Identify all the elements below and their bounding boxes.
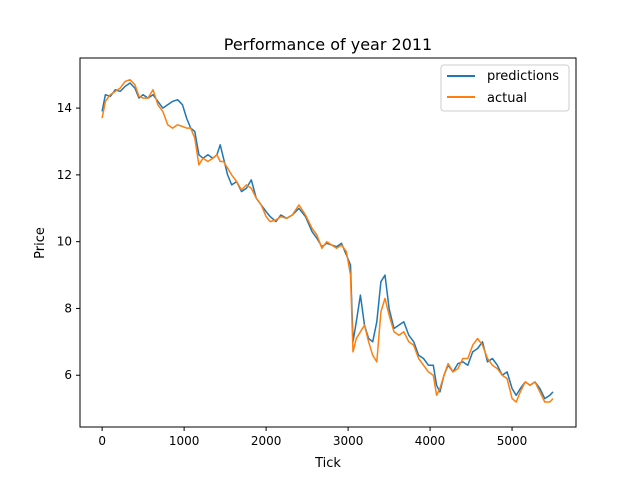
x-tick-label: 3000 xyxy=(333,434,364,448)
y-tick-label: 6 xyxy=(64,368,72,382)
x-tick-label: 1000 xyxy=(169,434,200,448)
plot-lines xyxy=(101,78,554,403)
x-axis: 0 1000 2000 3000 4000 5000 xyxy=(98,427,527,448)
x-tick-label: 0 xyxy=(98,434,106,448)
plot-frame xyxy=(79,57,577,428)
chart-title: Performance of year 2011 xyxy=(224,35,432,54)
x-tick-label: 5000 xyxy=(497,434,528,448)
x-tick-label: 4000 xyxy=(415,434,446,448)
y-axis: 6 8 10 12 14 xyxy=(57,101,80,382)
legend: predictions actual xyxy=(440,64,570,112)
y-axis-label: Price xyxy=(33,227,48,259)
series-line-actual xyxy=(101,78,554,403)
x-tick-label: 2000 xyxy=(251,434,282,448)
x-axis-label: Tick xyxy=(314,456,341,471)
y-tick-label: 14 xyxy=(57,101,72,115)
legend-label-actual: actual xyxy=(487,91,527,106)
y-tick-label: 10 xyxy=(57,235,72,249)
y-tick-label: 8 xyxy=(64,301,72,315)
legend-label-predictions: predictions xyxy=(487,69,559,84)
y-tick-label: 12 xyxy=(57,168,72,182)
